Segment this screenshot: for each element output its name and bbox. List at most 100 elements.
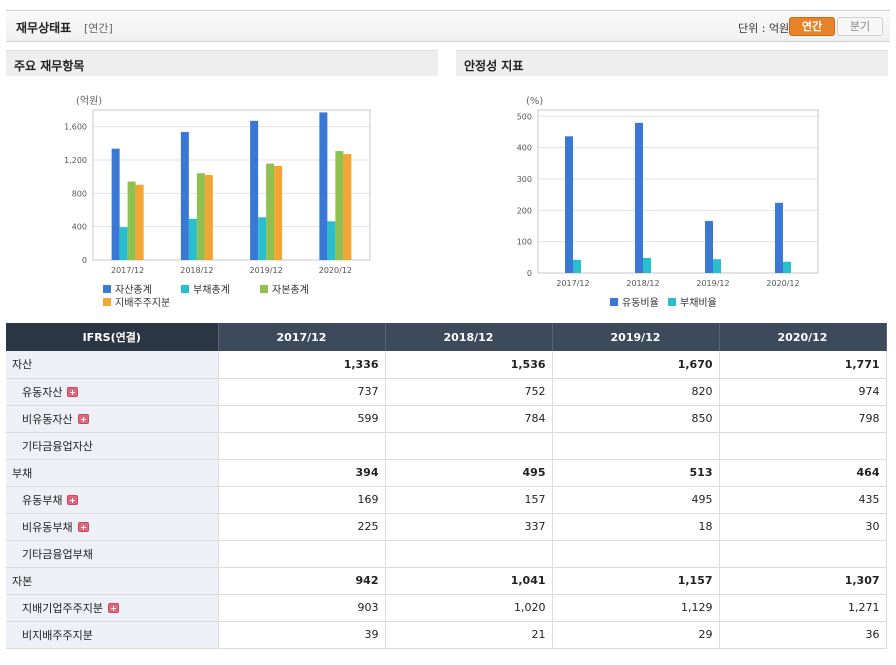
- legend-swatch: [103, 298, 111, 306]
- plot-frame: [537, 109, 819, 274]
- table-cell: [552, 540, 720, 568]
- table-row: 비유동자산 599 784 850 798: [6, 405, 887, 433]
- y-tick-label: 1,600: [64, 123, 87, 132]
- legend-label: 부채비율: [680, 297, 717, 309]
- table-row: 비지배주주지분 39 21 29 36: [6, 621, 887, 649]
- row-label: 유동자산: [6, 378, 219, 406]
- table-row: 기타금융업자산: [6, 432, 887, 460]
- row-label-text: 자산: [12, 358, 33, 372]
- bar-0-0[interactable]: [565, 136, 573, 273]
- bar-0-1[interactable]: [635, 122, 643, 273]
- expand-plus-icon[interactable]: [77, 521, 89, 532]
- bar-1-0[interactable]: [573, 259, 581, 273]
- y-tick-label: 300: [517, 175, 532, 184]
- table-row: 자산 1,336 1,536 1,670 1,771: [6, 351, 887, 379]
- y-tick-label: 200: [517, 206, 532, 215]
- bar-1-1[interactable]: [643, 257, 651, 273]
- table-cell: 18: [552, 513, 720, 541]
- table-cell: [218, 540, 386, 568]
- table-cell: [385, 432, 553, 460]
- table-cell: 29: [552, 621, 720, 649]
- bar-3-0[interactable]: [135, 184, 144, 260]
- bar-0-2[interactable]: [250, 120, 259, 260]
- table-cell: 903: [218, 594, 386, 622]
- table-row: 자본 942 1,041 1,157 1,307: [6, 567, 887, 595]
- row-label: 자산: [6, 351, 219, 379]
- row-label: 기타금융업자산: [6, 432, 219, 460]
- row-label-text: 부채: [12, 466, 33, 480]
- bar-2-1[interactable]: [196, 173, 205, 260]
- bar-1-2[interactable]: [258, 217, 267, 260]
- table-row: 지배기업주주지분 903 1,020 1,129 1,271: [6, 594, 887, 622]
- row-label-text: 자본: [12, 574, 33, 588]
- expand-plus-icon[interactable]: [107, 602, 119, 613]
- expand-plus-icon[interactable]: [77, 413, 89, 424]
- financial-items-chart: (억원) 0 400 800 1,200 1,600 2017/12 2018/12 2019/…: [64, 95, 371, 309]
- row-label-text: 유동부채: [22, 493, 63, 507]
- legend-label: 부채총계: [193, 284, 230, 296]
- bar-2-3[interactable]: [335, 151, 344, 260]
- bar-0-1[interactable]: [180, 132, 189, 260]
- table-cell: 513: [552, 459, 720, 487]
- legend-label: 지배주주지분: [115, 297, 170, 309]
- bar-1-0[interactable]: [119, 227, 128, 260]
- row-label: 기타금융업부채: [6, 540, 219, 568]
- bar-2-2[interactable]: [266, 163, 275, 260]
- table-header-row: IFRS(연결) 2017/12 2018/12 2019/12 2020/12: [6, 323, 887, 351]
- x-tick-label: 2020/12: [766, 279, 799, 288]
- table-cell: 1,271: [719, 594, 887, 622]
- y-tick-label: 0: [527, 269, 532, 278]
- x-tick-label: 2019/12: [696, 279, 729, 288]
- row-label: 자본: [6, 567, 219, 595]
- bar-1-3[interactable]: [327, 221, 336, 260]
- table-cell: 225: [218, 513, 386, 541]
- row-label-text: 지배기업주주지분: [22, 601, 103, 615]
- bar-2-0[interactable]: [127, 181, 136, 261]
- table-cell: 495: [552, 486, 720, 514]
- table-cell: 435: [719, 486, 887, 514]
- column-header: 2017/12: [218, 323, 386, 351]
- bar-0-2[interactable]: [705, 220, 713, 273]
- x-tick-label: 2018/12: [180, 266, 213, 275]
- table-row: 기타금융업부채: [6, 540, 887, 568]
- table-cell: 30: [719, 513, 887, 541]
- bar-0-3[interactable]: [775, 202, 783, 273]
- table-cell: 798: [719, 405, 887, 433]
- statement-header: 재무상태표 [연간] 단위 : 억원 연간 분기: [6, 10, 890, 42]
- row-label: 부채: [6, 459, 219, 487]
- table-cell: 1,336: [218, 351, 386, 379]
- table-row: 비유동부채 225 337 18 30: [6, 513, 887, 541]
- quarter-toggle-button[interactable]: 분기: [837, 17, 883, 36]
- bar-3-3[interactable]: [343, 154, 352, 260]
- table-cell: 36: [719, 621, 887, 649]
- table-cell: 1,157: [552, 567, 720, 595]
- bar-0-3[interactable]: [319, 112, 328, 261]
- table-cell: 1,307: [719, 567, 887, 595]
- table-cell: [719, 540, 887, 568]
- table-cell: 1,129: [552, 594, 720, 622]
- annual-toggle-button[interactable]: 연간: [789, 17, 835, 36]
- bar-3-1[interactable]: [204, 175, 213, 260]
- bar-1-3[interactable]: [783, 261, 791, 273]
- x-tick-label: 2019/12: [250, 266, 283, 275]
- table-cell: [385, 540, 553, 568]
- bar-0-0[interactable]: [111, 148, 120, 260]
- table-cell: 850: [552, 405, 720, 433]
- table-cell: 1,670: [552, 351, 720, 379]
- x-tick-label: 2017/12: [556, 279, 589, 288]
- x-tick-label: 2018/12: [626, 279, 659, 288]
- row-label-text: 비지배주주지분: [22, 628, 93, 642]
- table-cell: 21: [385, 621, 553, 649]
- row-label-text: 유동자산: [22, 385, 63, 399]
- column-header: 2020/12: [719, 323, 887, 351]
- bar-1-2[interactable]: [713, 259, 721, 273]
- table-cell: 1,771: [719, 351, 887, 379]
- bar-3-2[interactable]: [274, 165, 283, 260]
- table-cell: 394: [218, 459, 386, 487]
- expand-plus-icon[interactable]: [67, 386, 79, 397]
- balance-sheet-table: IFRS(연결) 2017/12 2018/12 2019/12 2020/12…: [6, 323, 887, 649]
- expand-plus-icon[interactable]: [67, 494, 79, 505]
- bar-1-1[interactable]: [188, 218, 197, 260]
- left-panel-title: 주요 재무항목: [6, 50, 438, 76]
- legend-label: 자산총계: [115, 284, 152, 296]
